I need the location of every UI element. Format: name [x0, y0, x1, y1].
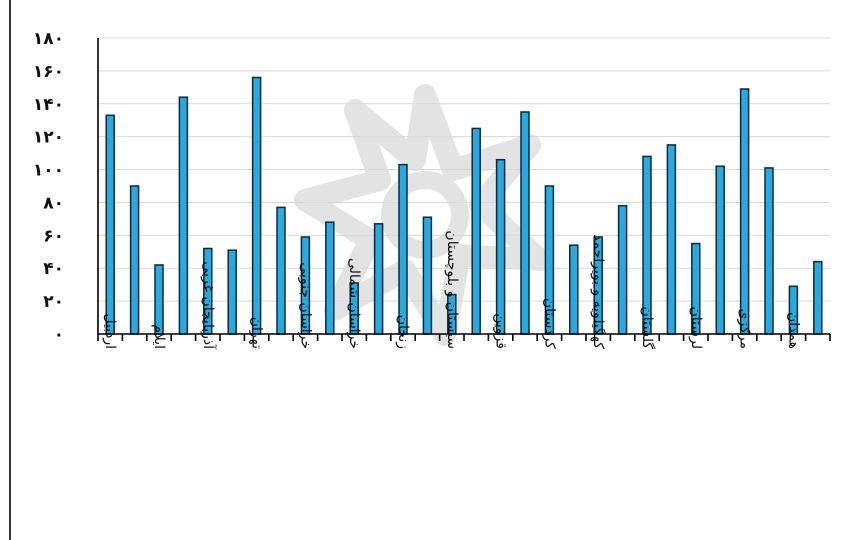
x-tick-label: اردبیل	[102, 313, 118, 349]
bar	[666, 144, 677, 335]
gridlines	[98, 37, 830, 302]
y-tick-label: ۸۰	[43, 193, 64, 213]
x-tick-label: خراسان جنوبی	[297, 262, 313, 349]
bar	[129, 185, 140, 335]
x-tick-label: گلستان	[639, 306, 656, 349]
bar	[739, 88, 750, 335]
bar	[471, 127, 481, 335]
bar	[251, 76, 262, 335]
y-tick-label: ۱۸۰	[33, 29, 64, 49]
x-tick-label: تهران	[249, 317, 265, 349]
y-tick-label: ۱۲۰	[33, 128, 64, 148]
axes	[9, 0, 831, 540]
x-tick-label: خراسان شمالی	[346, 258, 362, 349]
bar	[422, 216, 433, 335]
bar	[520, 111, 530, 335]
y-tick-label: ۰	[54, 325, 64, 345]
bar	[764, 167, 774, 335]
y-tick-label: ۱۶۰	[33, 62, 64, 82]
bar	[813, 260, 823, 335]
x-tick-label: قزوین	[493, 313, 509, 349]
y-tick-label: ۲۰	[43, 292, 64, 312]
x-axis-labels: اردبیل ایلام آذربایجان غربی تهران خراسان جنو…	[102, 230, 801, 350]
bar	[105, 114, 115, 335]
bar	[398, 163, 408, 335]
bar	[276, 206, 286, 335]
bar	[495, 158, 506, 335]
x-tick-label: مرکزی	[737, 308, 753, 349]
bar	[325, 221, 335, 335]
x-tick-label: آذربایجان غربی	[200, 261, 217, 350]
x-tick-label: کهگیلویه و بویراحمد	[590, 234, 607, 349]
y-tick-label: ۶۰	[43, 226, 64, 246]
bar	[569, 244, 579, 335]
x-tick-label: زنجان	[395, 315, 411, 349]
bar	[373, 223, 384, 335]
bar	[617, 204, 628, 335]
y-axis-ticks: ۰ ۲۰ ۴۰ ۶۰ ۸۰ ۱۰۰ ۱۲۰ ۱۴۰ ۱۶۰ ۱۸۰	[33, 29, 64, 345]
bar	[227, 249, 237, 335]
bar	[178, 96, 189, 335]
x-tick-label: ایلام	[151, 324, 167, 349]
y-tick-label: ۱۰۰	[33, 161, 64, 181]
x-tick-label: همدان	[785, 312, 801, 349]
x-tick-label: سیستان و بلوچستان	[444, 230, 460, 349]
bar	[715, 165, 725, 335]
x-tick-label: کردستان	[541, 298, 557, 349]
y-tick-label: ۱۴۰	[33, 95, 64, 115]
y-tick-label: ۴۰	[43, 259, 64, 279]
x-tick-label: لرستان	[688, 307, 704, 350]
